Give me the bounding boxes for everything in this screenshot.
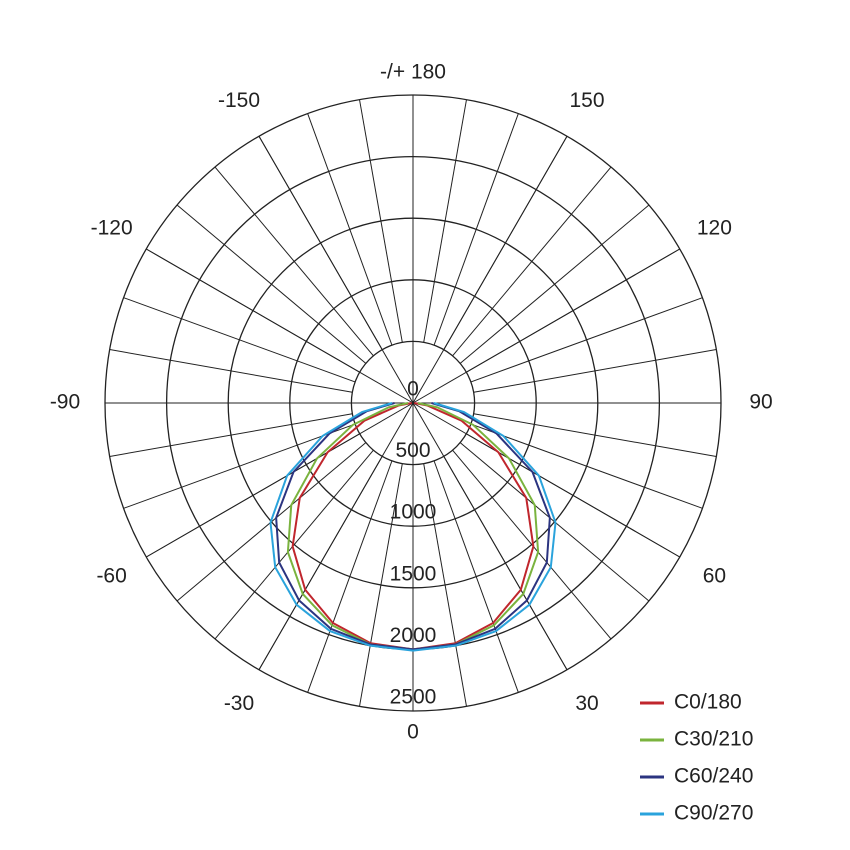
radial-tick-label: 0 [407,378,419,401]
series-line [269,402,557,652]
series-line [275,402,551,651]
radial-tick-label: 1000 [390,501,437,524]
angle-grid-line [412,136,568,404]
angle-grid-line [146,402,414,558]
legend-label: C60/240 [674,765,753,788]
angle-label: 30 [575,692,598,715]
radial-tick-label: 2000 [390,624,437,647]
angle-grid-line [412,402,568,670]
legend-label: C30/210 [674,728,753,751]
angle-grid-line [412,248,680,404]
angle-grid-line [258,136,414,404]
radial-tick-label: 2500 [390,686,437,709]
angle-grid-line [412,402,680,558]
legend-label: C0/180 [674,691,742,714]
radial-tick-label: 500 [395,439,430,462]
angle-label: 150 [569,89,604,112]
radial-tick-label: 1500 [390,562,437,585]
angle-label: -150 [218,89,260,112]
angle-label: -120 [91,217,133,240]
angle-label: -90 [50,391,80,414]
angle-label: -30 [224,692,254,715]
angle-label: 60 [703,565,726,588]
angle-label: 120 [697,217,732,240]
angle-label: 90 [749,391,772,414]
angle-label: -60 [96,565,126,588]
angle-grid-line [146,248,414,404]
legend-label: C90/270 [674,802,753,825]
angle-label: -/+ 180 [380,61,446,84]
angle-label: 0 [407,721,419,744]
angle-grid-line [258,402,414,670]
